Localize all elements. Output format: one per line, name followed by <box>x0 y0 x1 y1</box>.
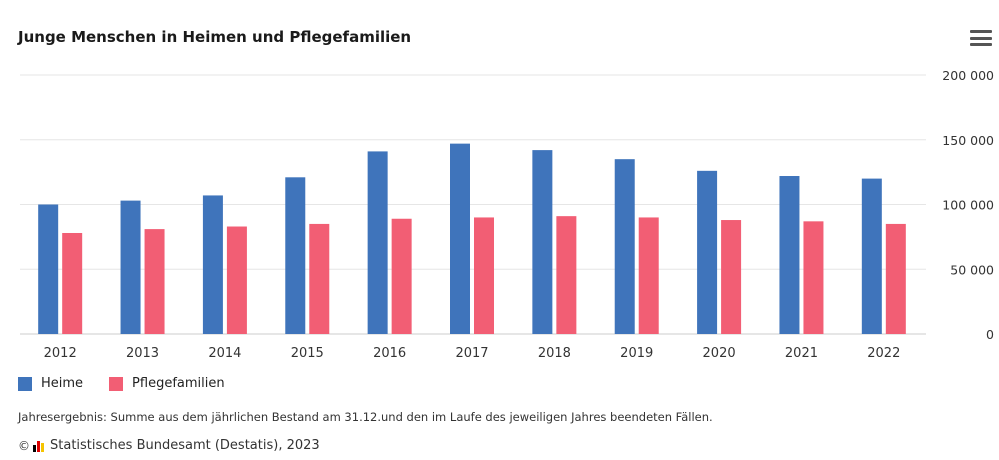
bar-pflegefamilien-2015[interactable] <box>309 223 330 334</box>
y-tick-label: 50 000 <box>950 262 994 277</box>
x-axis-labels: 2012 2013 2014 2015 2016 2017 2018 2019 2020 2021… <box>44 346 901 361</box>
source-text: Statistisches Bundesamt (Destatis), 2023 <box>50 438 320 453</box>
legend-label-pflegefamilien: Pflegefamilien <box>132 376 225 391</box>
legend-swatch-pflegefamilien <box>109 376 124 391</box>
bar-heime-2013[interactable] <box>120 200 141 334</box>
bar-heime-2019[interactable] <box>614 159 635 334</box>
source-credit: © Statistisches Bundesamt (Destatis), 20… <box>18 438 320 453</box>
x-tick-label: 2021 <box>785 346 818 361</box>
legend-label-heime: Heime <box>41 376 84 391</box>
bar-heime-2020[interactable] <box>697 170 718 334</box>
y-tick-label: 200 000 <box>942 68 994 83</box>
legend-swatch-heime <box>18 376 32 391</box>
bar-heime-2021[interactable] <box>779 176 800 334</box>
bar-heime-2018[interactable] <box>532 150 553 334</box>
x-tick-label: 2013 <box>126 346 159 361</box>
bar-pflegefamilien-2016[interactable] <box>391 218 412 334</box>
bar-heime-2017[interactable] <box>450 143 470 334</box>
bar-pflegefamilien-2022[interactable] <box>885 223 906 334</box>
x-tick-label: 2018 <box>538 346 571 361</box>
y-tick-label: 0 <box>986 327 994 342</box>
legend-item-pflegefamilien[interactable]: Pflegefamilien <box>109 376 225 391</box>
x-tick-label: 2016 <box>373 346 406 361</box>
bars <box>38 143 906 335</box>
y-tick-label: 100 000 <box>942 198 994 213</box>
bar-heime-2012[interactable] <box>38 204 59 335</box>
bar-pflegefamilien-2020[interactable] <box>721 220 742 334</box>
bar-pflegefamilien-2012[interactable] <box>62 232 83 334</box>
bar-pflegefamilien-2019[interactable] <box>638 217 659 334</box>
bar-pflegefamilien-2017[interactable] <box>474 217 494 334</box>
legend-item-heime[interactable]: Heime <box>18 376 83 391</box>
footnote: Jahresergebnis: Summe aus dem jährlichen… <box>18 410 713 424</box>
x-tick-label: 2014 <box>208 346 241 361</box>
copyright-icon: © <box>18 438 30 453</box>
bar-chart: 2012 2013 2014 2015 2016 2017 2018 2019 2020 2021… <box>20 68 994 361</box>
chart-title: Junge Menschen in Heimen und Pflegefamil… <box>18 28 412 46</box>
x-tick-label: 2022 <box>867 346 900 361</box>
legend: Heime Pflegefamilien <box>18 376 251 391</box>
bar-pflegefamilien-2021[interactable] <box>803 221 824 334</box>
y-axis-labels: 0 50 000 100 000 150 000 200 000 <box>942 68 994 342</box>
bar-heime-2022[interactable] <box>861 178 882 334</box>
x-tick-label: 2019 <box>620 346 653 361</box>
x-tick-label: 2020 <box>703 346 736 361</box>
bar-heime-2014[interactable] <box>202 195 223 334</box>
x-tick-label: 2017 <box>455 346 488 361</box>
bar-pflegefamilien-2018[interactable] <box>556 216 577 334</box>
hamburger-menu-icon[interactable] <box>970 30 992 50</box>
grid-lines <box>20 74 926 335</box>
bar-heime-2015[interactable] <box>285 177 306 334</box>
bar-pflegefamilien-2014[interactable] <box>226 226 247 334</box>
destatis-logo-icon <box>33 440 44 452</box>
x-tick-label: 2012 <box>44 346 77 361</box>
bar-heime-2016[interactable] <box>367 151 388 334</box>
bar-pflegefamilien-2013[interactable] <box>144 229 165 334</box>
y-tick-label: 150 000 <box>942 133 994 148</box>
x-tick-label: 2015 <box>291 346 324 361</box>
